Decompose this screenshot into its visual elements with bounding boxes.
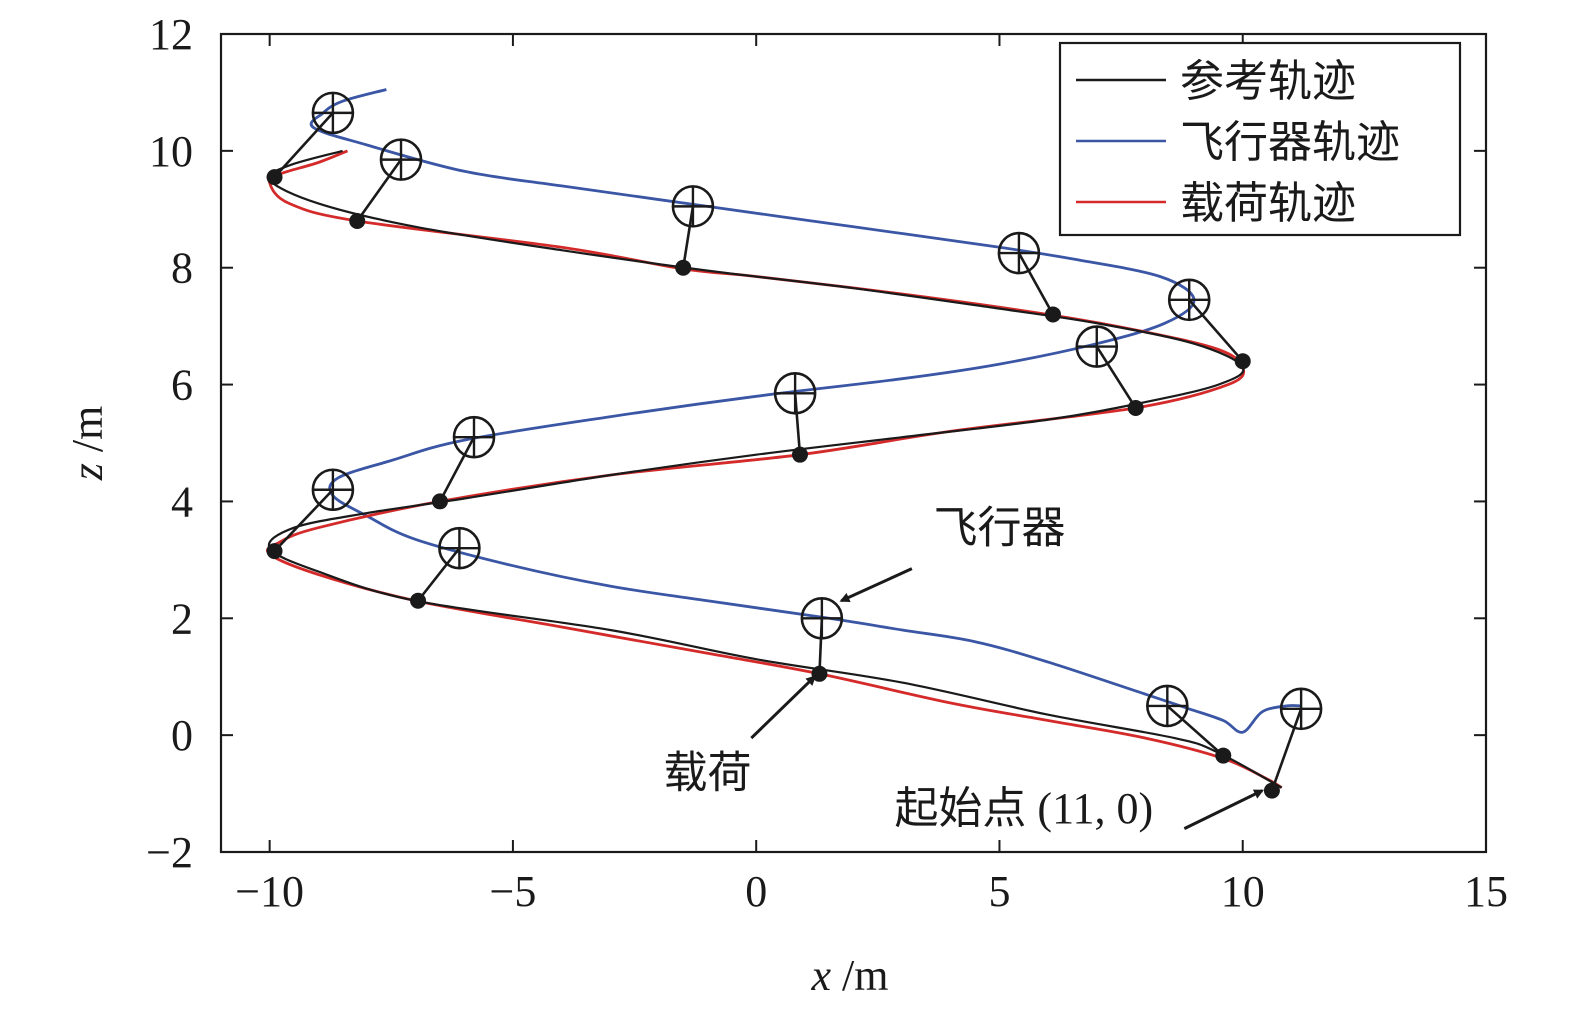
annotation-vehicle-arrow (839, 567, 913, 603)
payload-point (1263, 782, 1280, 799)
x-tick-label: 5 (988, 867, 1010, 916)
vehicle-marker-group (410, 526, 481, 609)
y-tick-label: −2 (146, 828, 193, 877)
payload-point (349, 212, 366, 229)
series-vehicle-line (309, 88, 1302, 734)
tether-line (1166, 704, 1225, 757)
annotation-start-point-label: 起始点 (11, 0) (894, 784, 1153, 833)
payload-point (675, 259, 692, 276)
y-tick-label: 6 (171, 361, 193, 410)
vehicle-marker-group (1263, 687, 1323, 799)
vehicle-marker-group (266, 91, 355, 186)
payload-point (1215, 747, 1232, 764)
payload-point (431, 493, 448, 510)
tether-line (356, 158, 403, 222)
tether-line (273, 488, 334, 552)
plot-area (219, 32, 1488, 854)
legend-label-payload: 载荷轨迹 (1180, 179, 1356, 228)
x-axis-var: x (811, 951, 832, 1000)
vehicle-marker-group (1075, 325, 1144, 416)
vehicle-marker-group (266, 468, 355, 560)
legend: 参考轨迹 飞行器轨迹 载荷轨迹 (1058, 41, 1462, 237)
y-tick-label: 2 (171, 594, 193, 643)
y-tick-label: 10 (149, 127, 193, 176)
y-axis-var: z (63, 463, 112, 481)
y-tick-label: 0 (171, 711, 193, 760)
payload-point (266, 543, 283, 560)
tether-line (417, 547, 461, 602)
legend-label-vehicle: 飞行器轨迹 (1180, 118, 1400, 167)
vehicle-marker-group (1146, 684, 1232, 764)
x-tick-label: 0 (745, 867, 767, 916)
payload-point (1127, 399, 1144, 416)
annotation-payload-arrow (750, 675, 817, 740)
payload-point (1234, 353, 1251, 370)
legend-label-reference: 参考轨迹 (1180, 57, 1356, 106)
tether-line (1017, 252, 1055, 316)
y-axis-label: z /m (63, 406, 112, 482)
vehicle-marker-group (1167, 278, 1251, 370)
vehicle-marker-group (671, 185, 715, 276)
vehicle-marker-group (349, 138, 423, 229)
vehicle-marker-group (800, 596, 844, 682)
y-tick-label: 12 (149, 10, 193, 59)
tether-line (273, 112, 334, 179)
x-tick-label: 15 (1464, 867, 1508, 916)
y-axis-unit: /m (63, 406, 112, 463)
tether-line (681, 206, 695, 268)
x-tick-label: 10 (1221, 867, 1265, 916)
vehicle-marker-group (431, 415, 496, 510)
vehicle-layer (266, 91, 1323, 799)
payload-point (1044, 306, 1061, 323)
annotation-start-point-arrow (1183, 789, 1264, 830)
tether-line (1095, 345, 1137, 409)
annotation-payload-label: 载荷 (664, 749, 752, 798)
x-tick-label: −10 (235, 867, 304, 916)
axis-ticks: −10 −5 0 5 10 15 −2 0 2 4 6 8 10 12 (146, 10, 1508, 916)
series-payload-line (265, 149, 1283, 789)
vehicle-marker-group (773, 372, 817, 463)
x-axis-unit: /m (831, 951, 888, 1000)
series-reference-line (267, 149, 1283, 789)
y-tick-label: 4 (171, 477, 193, 526)
annotation-vehicle-label: 飞行器 (933, 503, 1065, 552)
payload-point (791, 446, 808, 463)
payload-point (410, 592, 427, 609)
x-axis-label: x /m (811, 951, 889, 1000)
tether-line (1188, 298, 1244, 363)
vehicle-marker-group (997, 231, 1061, 323)
x-tick-label: −5 (490, 867, 537, 916)
tether-line (1270, 708, 1303, 792)
y-tick-label: 8 (171, 244, 193, 293)
payload-point (266, 169, 283, 186)
tether-line (438, 436, 476, 503)
